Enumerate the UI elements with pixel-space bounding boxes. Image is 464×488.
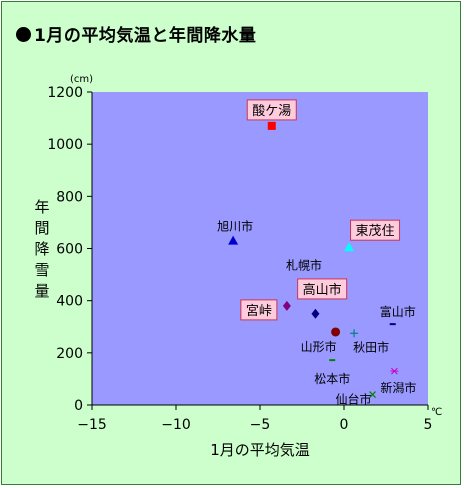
point-label: 東茂住 [356, 223, 395, 239]
x-tick-label: −5 [250, 417, 271, 433]
point-x-b [369, 391, 376, 398]
x-tick-label: −10 [161, 417, 191, 433]
y-tick-label: 1000 [47, 137, 83, 153]
point-label: 札幌市 [286, 258, 322, 273]
y-axis-label-char: 量 [34, 282, 49, 300]
y-axis-label-char: 雪 [34, 261, 49, 279]
x-axis-label: 1月の平均気温 [210, 441, 310, 459]
chart-title-text: 1月の平均気温と年間降水量 [34, 26, 257, 46]
point-label: 旭川市 [217, 219, 253, 234]
chart-title: 1月の平均気温と年間降水量 [16, 21, 256, 46]
y-axis-label-char: 間 [34, 219, 49, 237]
x-tick-label: −15 [77, 417, 107, 433]
axes: 0 200 400 600 800 1000 1200 −15 −10 −5 0 5 [47, 85, 432, 433]
point-label-box [350, 219, 401, 241]
point-label: 仙台市 [336, 392, 372, 407]
point-asterisk-b [391, 367, 398, 375]
y-axis-label-char: 年 [34, 198, 49, 216]
y-tick-label: 400 [56, 294, 83, 310]
point-label: 秋田市 [353, 339, 389, 354]
y-axis-label-char: 降 [34, 240, 49, 258]
x-axis-unit: ℃ [431, 407, 442, 418]
y-tick-label: 200 [56, 346, 83, 362]
point-triangle [228, 235, 239, 245]
point-label: 富山市 [380, 304, 416, 319]
point-triangle [344, 242, 355, 252]
point-label: 酸ケ湯 [252, 104, 291, 119]
point-label: 新潟市 [380, 380, 416, 395]
point-label-box [246, 99, 297, 121]
y-axis-label: 年間降雪量 [34, 198, 49, 300]
y-tick-label: 1200 [47, 85, 83, 101]
point-circle [331, 327, 341, 337]
y-tick-label: 600 [56, 242, 83, 258]
point-square [267, 121, 276, 130]
y-tick-label: 800 [56, 189, 83, 205]
point-label-box [240, 299, 278, 321]
point-label: 山形市 [301, 339, 337, 354]
point-label: 宮峠 [246, 303, 272, 319]
x-tick-label: 0 [340, 417, 349, 433]
bullet-icon [16, 27, 31, 42]
plot-area [92, 92, 428, 405]
y-axis-unit: (cm) [70, 74, 93, 85]
point-diamond [311, 308, 320, 319]
point-label: 松本市 [314, 371, 350, 386]
point-label-box [297, 278, 348, 300]
point-label: 高山市 [303, 282, 342, 298]
y-tick-label: 0 [74, 398, 83, 414]
point-diamond [282, 300, 291, 311]
x-tick-label: 5 [424, 417, 433, 433]
